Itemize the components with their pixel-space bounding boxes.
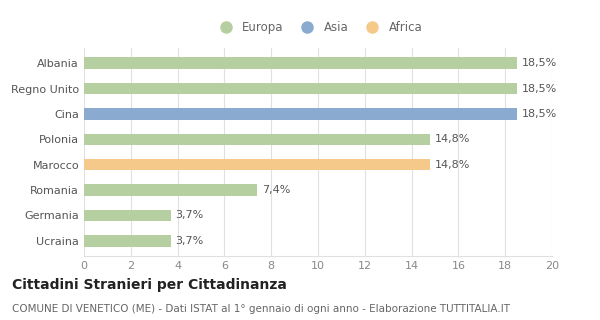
Text: 18,5%: 18,5% <box>521 84 557 93</box>
Text: 18,5%: 18,5% <box>521 109 557 119</box>
Bar <box>84 58 517 69</box>
Text: Cittadini Stranieri per Cittadinanza: Cittadini Stranieri per Cittadinanza <box>12 278 287 292</box>
Bar <box>84 108 517 120</box>
Text: 18,5%: 18,5% <box>521 58 557 68</box>
Text: COMUNE DI VENETICO (ME) - Dati ISTAT al 1° gennaio di ogni anno - Elaborazione T: COMUNE DI VENETICO (ME) - Dati ISTAT al … <box>12 304 510 314</box>
Text: 14,8%: 14,8% <box>435 160 470 170</box>
Text: 3,7%: 3,7% <box>175 236 203 246</box>
Text: 14,8%: 14,8% <box>435 134 470 144</box>
Bar <box>84 210 170 221</box>
Text: 7,4%: 7,4% <box>262 185 290 195</box>
Bar <box>84 235 170 246</box>
Text: 3,7%: 3,7% <box>175 211 203 220</box>
Bar <box>84 159 430 171</box>
Bar <box>84 83 517 94</box>
Legend: Europa, Asia, Africa: Europa, Asia, Africa <box>214 21 422 34</box>
Bar <box>84 184 257 196</box>
Bar <box>84 133 430 145</box>
